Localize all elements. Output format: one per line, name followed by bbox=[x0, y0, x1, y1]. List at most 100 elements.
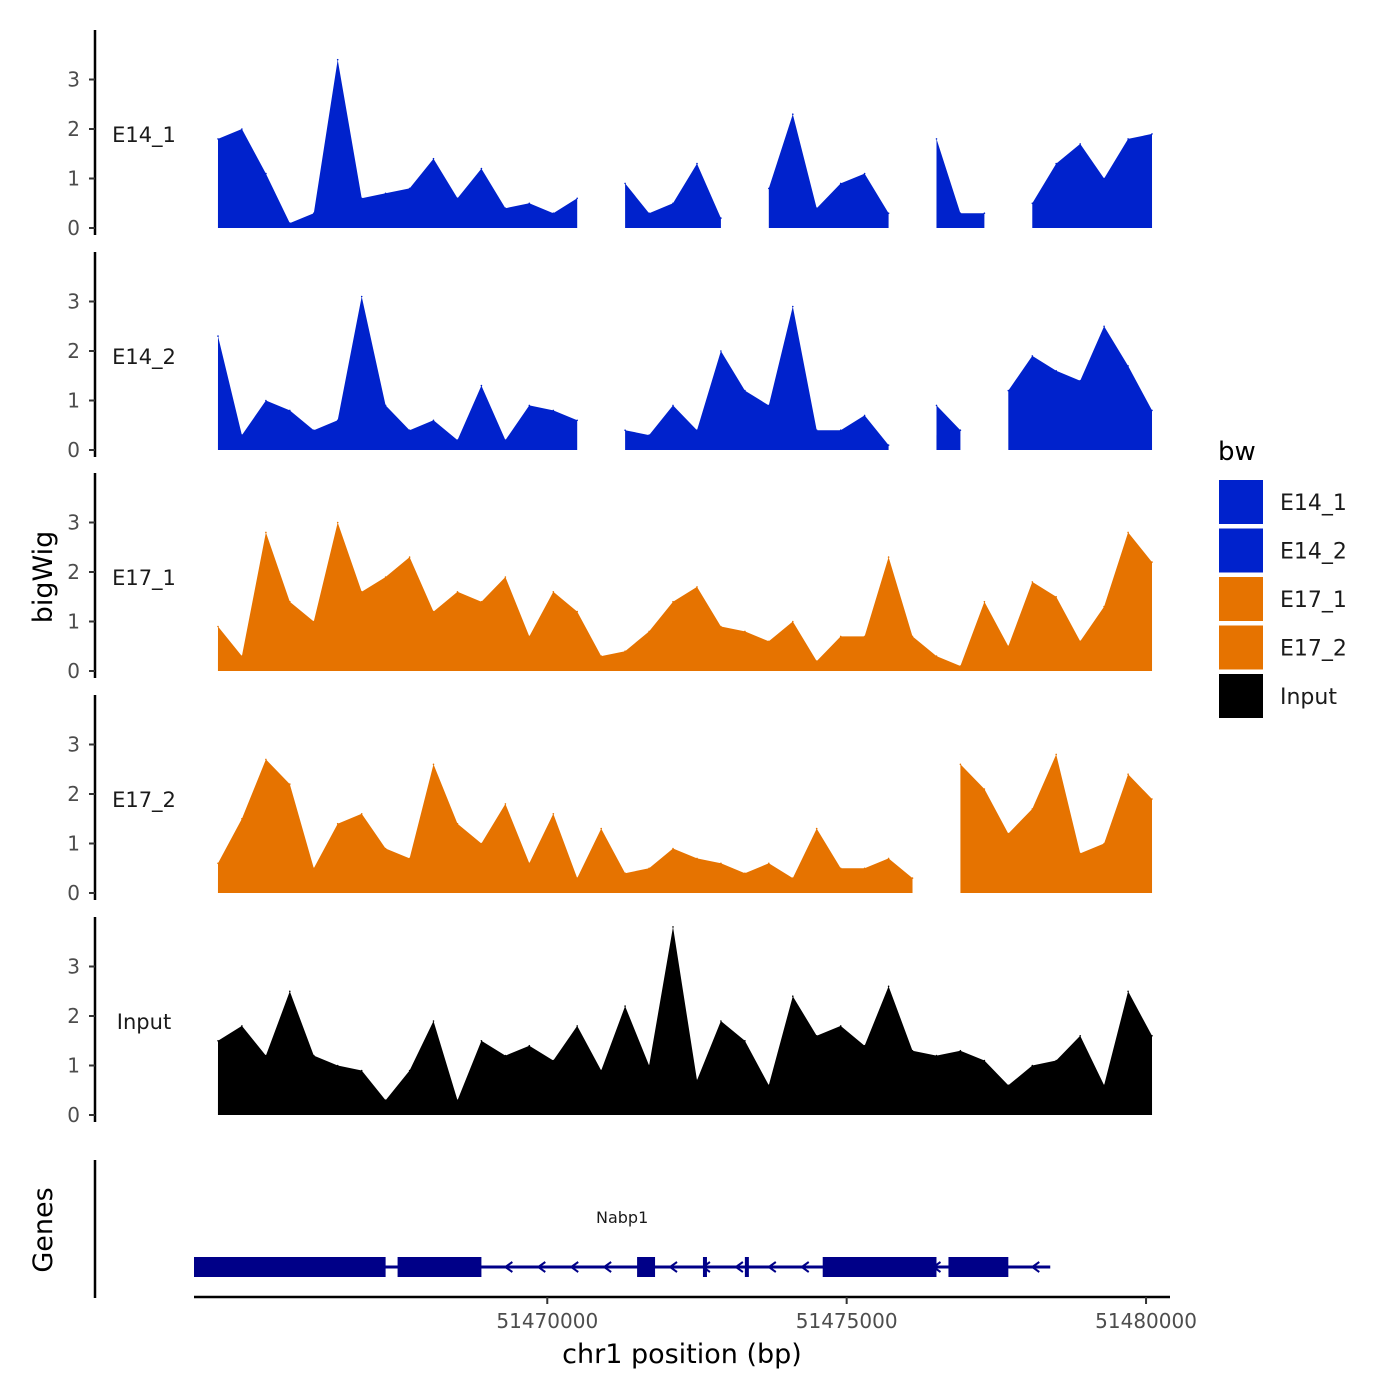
data-point bbox=[217, 1040, 219, 1042]
data-point bbox=[983, 600, 986, 603]
gene-exon bbox=[702, 1257, 707, 1277]
x-tick-label: 51475000 bbox=[796, 1309, 898, 1333]
strand-chevron bbox=[569, 1261, 579, 1273]
data-point bbox=[456, 822, 459, 825]
data-point bbox=[265, 172, 267, 175]
data-point bbox=[744, 389, 746, 392]
coverage-area bbox=[217, 926, 1153, 1115]
legend-swatch-E17_2 bbox=[1219, 625, 1263, 670]
data-point bbox=[935, 404, 938, 407]
strand-chevron bbox=[800, 1261, 810, 1273]
y-tick-label: 1 bbox=[67, 1054, 80, 1078]
data-point bbox=[504, 803, 507, 805]
data-point bbox=[528, 862, 531, 865]
data-point bbox=[815, 827, 818, 830]
data-point bbox=[480, 1040, 483, 1042]
data-point bbox=[1127, 531, 1129, 534]
data-point bbox=[648, 212, 650, 214]
data-point bbox=[935, 655, 938, 657]
data-point bbox=[217, 625, 219, 628]
data-point bbox=[959, 665, 962, 667]
data-point bbox=[792, 995, 794, 997]
data-point bbox=[600, 655, 602, 657]
y-tick-label: 2 bbox=[67, 339, 80, 363]
y-tick-label: 0 bbox=[67, 1103, 80, 1127]
data-point bbox=[289, 990, 291, 993]
data-point bbox=[1007, 389, 1010, 392]
data-point bbox=[336, 58, 339, 61]
data-point bbox=[959, 429, 962, 432]
data-point bbox=[1079, 143, 1081, 145]
data-point bbox=[576, 1025, 578, 1027]
data-point bbox=[1103, 325, 1105, 328]
data-point bbox=[241, 655, 243, 657]
data-point bbox=[768, 862, 770, 865]
data-point bbox=[289, 783, 291, 785]
strand-chevron bbox=[503, 1261, 513, 1273]
coverage-area bbox=[1032, 133, 1153, 228]
data-point bbox=[1151, 409, 1153, 412]
data-point bbox=[815, 207, 818, 209]
data-point bbox=[624, 872, 626, 874]
data-point bbox=[672, 404, 674, 407]
coverage-area bbox=[936, 138, 985, 228]
legend-swatch-E17_1 bbox=[1219, 577, 1263, 621]
data-point bbox=[624, 182, 626, 185]
data-point bbox=[768, 187, 770, 190]
data-point bbox=[336, 419, 339, 422]
data-point bbox=[528, 635, 531, 638]
data-point bbox=[217, 862, 219, 865]
data-point bbox=[360, 197, 363, 200]
y-tick-label: 2 bbox=[67, 560, 80, 584]
data-point bbox=[432, 419, 435, 422]
data-point bbox=[768, 404, 770, 407]
data-point bbox=[839, 182, 842, 185]
data-point bbox=[504, 576, 507, 578]
data-point bbox=[887, 444, 890, 446]
x-axis-title: chr1 position (bp) bbox=[562, 1339, 802, 1370]
data-point bbox=[792, 113, 794, 115]
data-point bbox=[576, 419, 578, 422]
y-tick-label: 1 bbox=[67, 832, 80, 856]
data-point bbox=[1151, 1035, 1153, 1037]
data-point bbox=[1031, 1064, 1034, 1067]
data-point bbox=[480, 384, 483, 387]
track-E17_1: 0 1 2 3 E17_1 bbox=[67, 473, 1153, 683]
coverage-area bbox=[217, 522, 1153, 671]
legend-swatch-Input bbox=[1219, 674, 1263, 718]
y-tick-label: 3 bbox=[67, 733, 80, 757]
data-point bbox=[815, 1035, 818, 1037]
data-point bbox=[552, 212, 555, 214]
data-point bbox=[648, 630, 650, 633]
data-point bbox=[1079, 379, 1081, 382]
y-axis-title: bigWig bbox=[28, 531, 59, 624]
data-point bbox=[815, 429, 818, 432]
data-point bbox=[360, 1069, 363, 1072]
data-point bbox=[863, 172, 866, 175]
data-point bbox=[313, 1054, 315, 1057]
data-point bbox=[672, 847, 674, 850]
y-tick-label: 1 bbox=[67, 167, 80, 191]
data-point bbox=[408, 1069, 411, 1072]
data-point bbox=[1079, 640, 1081, 643]
coverage-area bbox=[960, 754, 1153, 893]
data-point bbox=[624, 650, 626, 652]
strand-chevron bbox=[1030, 1261, 1040, 1273]
data-point bbox=[983, 788, 986, 790]
strand-chevron bbox=[734, 1261, 744, 1273]
data-point bbox=[528, 1044, 531, 1047]
coverage-area bbox=[768, 114, 889, 228]
data-point bbox=[911, 877, 914, 879]
data-point bbox=[504, 207, 507, 209]
data-point bbox=[384, 404, 387, 407]
strand-chevron bbox=[536, 1261, 546, 1273]
data-point bbox=[265, 531, 267, 534]
data-point bbox=[1127, 773, 1129, 775]
data-point bbox=[744, 630, 746, 633]
data-point bbox=[1055, 370, 1057, 372]
y-tick-label: 3 bbox=[67, 955, 80, 979]
data-point bbox=[696, 429, 698, 432]
data-point bbox=[1031, 581, 1034, 583]
data-point bbox=[983, 1059, 986, 1062]
